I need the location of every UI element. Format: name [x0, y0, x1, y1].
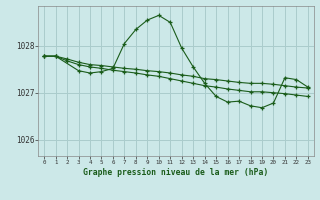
- X-axis label: Graphe pression niveau de la mer (hPa): Graphe pression niveau de la mer (hPa): [84, 168, 268, 177]
